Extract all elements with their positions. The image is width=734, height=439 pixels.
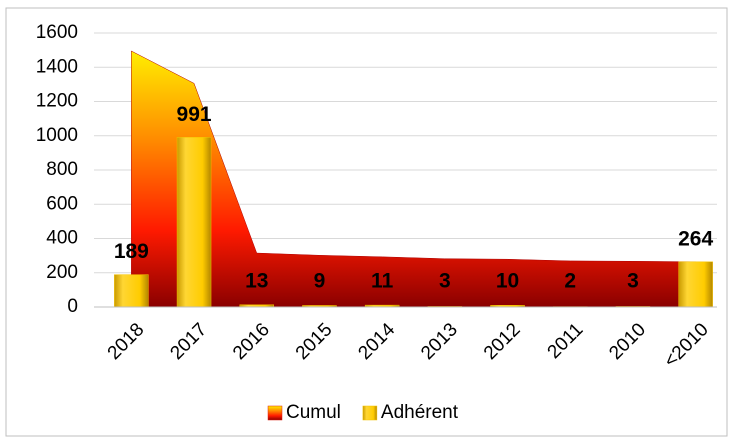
data-label: 3 [439,270,451,293]
y-tick-label: 0 [67,296,78,317]
data-label: 9 [314,270,326,293]
y-tick-label: 1400 [36,56,78,77]
data-label: 2 [564,270,576,293]
y-tick-label: 1600 [36,22,78,43]
chart-border [5,7,728,437]
legend-swatch [362,405,378,421]
y-tick-label: 800 [46,159,78,180]
y-tick-label: 600 [46,193,78,214]
bar [678,261,713,308]
data-label: 264 [678,227,713,250]
bar [114,274,149,308]
bar [176,137,212,308]
data-label: 189 [114,240,149,263]
legend-label: Adhérent [381,402,459,423]
data-label: 991 [177,103,212,126]
legend-label: Cumul [286,402,341,423]
data-label: 11 [371,270,394,293]
data-label: 3 [627,270,639,293]
legend-swatch [267,405,283,421]
y-tick-label: 200 [46,262,78,283]
y-tick-label: 400 [46,228,78,249]
data-label: 10 [496,270,519,293]
y-tick-label: 1200 [36,91,78,112]
y-tick-label: 1000 [36,125,78,146]
data-label: 13 [245,270,268,293]
